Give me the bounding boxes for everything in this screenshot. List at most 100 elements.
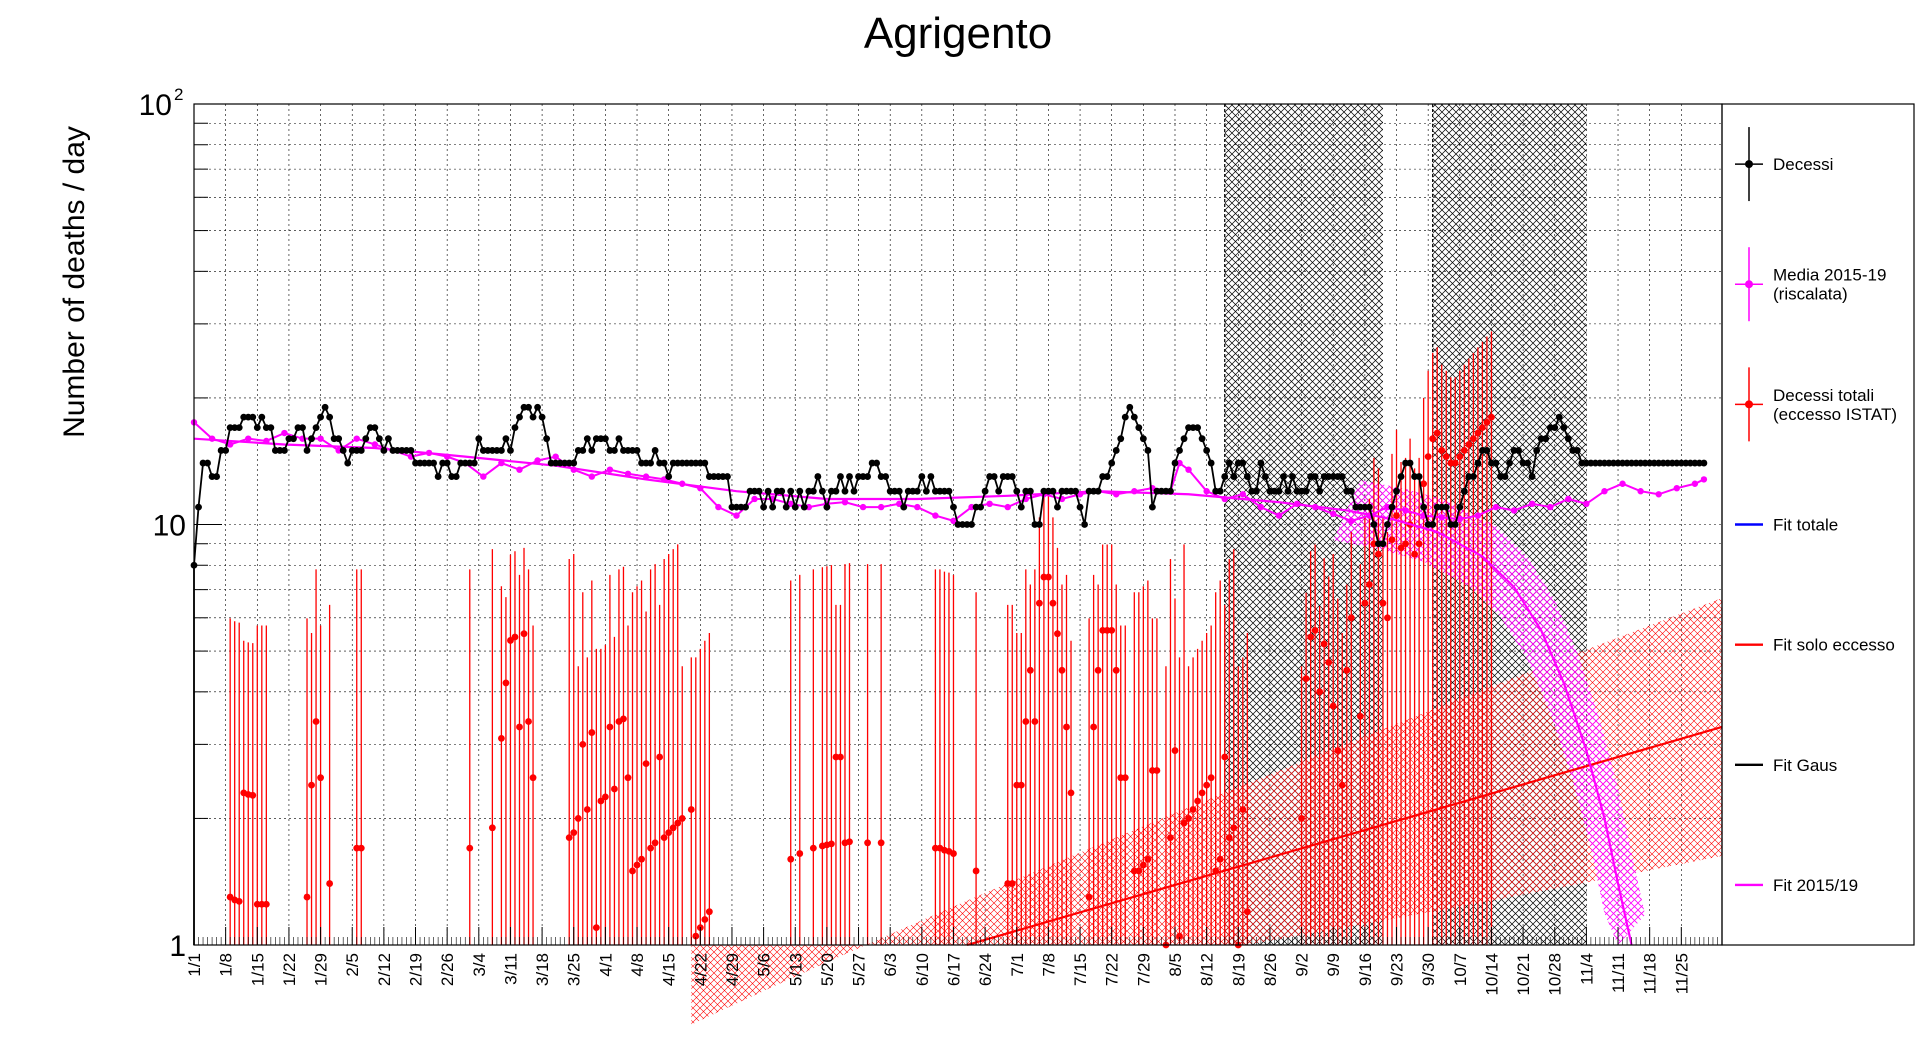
average-point	[1185, 466, 1192, 473]
deaths-point	[1347, 487, 1355, 495]
excess-point	[606, 723, 614, 731]
deaths-point	[1284, 487, 1292, 495]
x-tick-label: 3/4	[470, 953, 489, 977]
deaths-point	[796, 487, 804, 495]
deaths-point	[511, 424, 519, 431]
deaths-point	[760, 503, 768, 511]
x-tick-label: 4/22	[691, 953, 710, 986]
deaths-point	[443, 459, 451, 467]
deaths-point	[990, 473, 998, 480]
excess-point	[1180, 819, 1188, 827]
deaths-point	[204, 459, 211, 467]
average-point	[606, 466, 614, 473]
deaths-point	[1008, 473, 1016, 480]
excess-point	[877, 839, 885, 847]
deaths-point	[1528, 473, 1536, 480]
x-tick-label: 3/11	[501, 953, 520, 985]
deaths-point	[1094, 487, 1102, 495]
deaths-point	[1501, 473, 1509, 480]
deaths-point	[1121, 413, 1129, 421]
excess-point	[565, 834, 573, 842]
deaths-point	[290, 435, 297, 443]
deaths-point	[841, 487, 849, 495]
average-point	[1348, 517, 1355, 525]
deaths-point	[222, 447, 230, 454]
deaths-point	[407, 447, 415, 454]
deaths-point	[1370, 521, 1378, 528]
excess-point	[262, 900, 270, 908]
x-tick-label: 7/15	[1071, 953, 1090, 986]
legend-marker	[1745, 400, 1753, 409]
deaths-point	[1130, 413, 1138, 421]
deaths-point	[1506, 459, 1513, 467]
y-tick-label: 10	[153, 510, 186, 543]
deaths-point	[1379, 540, 1387, 548]
x-tick-label: 8/5	[1166, 953, 1185, 977]
x-tick-label: 4/29	[723, 953, 742, 986]
y-tick-label: 1	[169, 930, 186, 963]
excess-point	[1361, 599, 1369, 607]
deaths-point	[1126, 403, 1134, 411]
x-tick-label: 1/15	[248, 953, 267, 986]
excess-point	[1243, 908, 1251, 916]
excess-point	[1325, 658, 1333, 666]
excess-point	[1356, 712, 1364, 720]
deaths-point	[846, 473, 853, 480]
excess-point	[678, 815, 686, 822]
average-point	[1402, 507, 1409, 514]
deaths-point	[267, 424, 275, 431]
excess-point	[1167, 834, 1174, 842]
excess-point	[1230, 824, 1238, 832]
deaths-point	[1700, 459, 1708, 467]
x-tick-label: 6/10	[913, 953, 932, 986]
excess-point	[1311, 626, 1319, 634]
excess-point	[687, 806, 695, 813]
excess-point	[1045, 573, 1052, 581]
x-tick-label: 9/23	[1388, 953, 1407, 986]
deaths-point	[1176, 447, 1183, 454]
excess-point	[1144, 855, 1152, 863]
deaths-point	[326, 413, 334, 421]
deaths-point	[299, 424, 306, 431]
deaths-point	[470, 459, 478, 467]
legend-label: Fit totale	[1773, 516, 1838, 535]
average-point	[1655, 491, 1662, 498]
deaths-point	[1194, 424, 1201, 431]
deaths-point	[1564, 435, 1572, 443]
excess-point	[1194, 797, 1201, 805]
deaths-point	[769, 503, 777, 511]
excess-point	[1221, 753, 1229, 761]
excess-point	[624, 774, 632, 782]
excess-point	[837, 753, 844, 761]
excess-point	[525, 718, 532, 725]
average-point	[1547, 503, 1554, 511]
excess-point	[1121, 774, 1129, 782]
deaths-point	[1483, 447, 1491, 454]
x-tick-label: 11/25	[1672, 953, 1691, 994]
x-tick-label: 4/1	[596, 953, 615, 977]
excess-point	[1465, 441, 1473, 448]
excess-point	[570, 829, 578, 837]
x-tick-label: 11/18	[1641, 953, 1660, 994]
excess-point	[1026, 666, 1034, 674]
deaths-point	[516, 413, 523, 421]
deaths-point	[538, 413, 546, 421]
excess-point	[308, 781, 315, 789]
deaths-point	[814, 473, 822, 480]
average-point	[877, 503, 885, 511]
deaths-point	[968, 521, 975, 528]
deaths-point	[1289, 473, 1296, 480]
deaths-point	[1054, 503, 1061, 511]
legend-item-decessi-totali-eccesso-istat: Decessi totali(eccesso ISTAT)	[1735, 367, 1897, 442]
average-point	[1257, 503, 1265, 511]
excess-point	[972, 867, 980, 875]
deaths-point	[1365, 503, 1373, 511]
deaths-point	[1474, 459, 1482, 467]
deaths-point	[977, 503, 985, 511]
deaths-point	[1456, 503, 1464, 511]
y-tick-label-exponent: 2	[174, 85, 183, 104]
average-point	[733, 512, 740, 519]
deaths-point	[1280, 473, 1287, 480]
excess-point	[1343, 666, 1351, 674]
deaths-point	[1144, 447, 1152, 454]
